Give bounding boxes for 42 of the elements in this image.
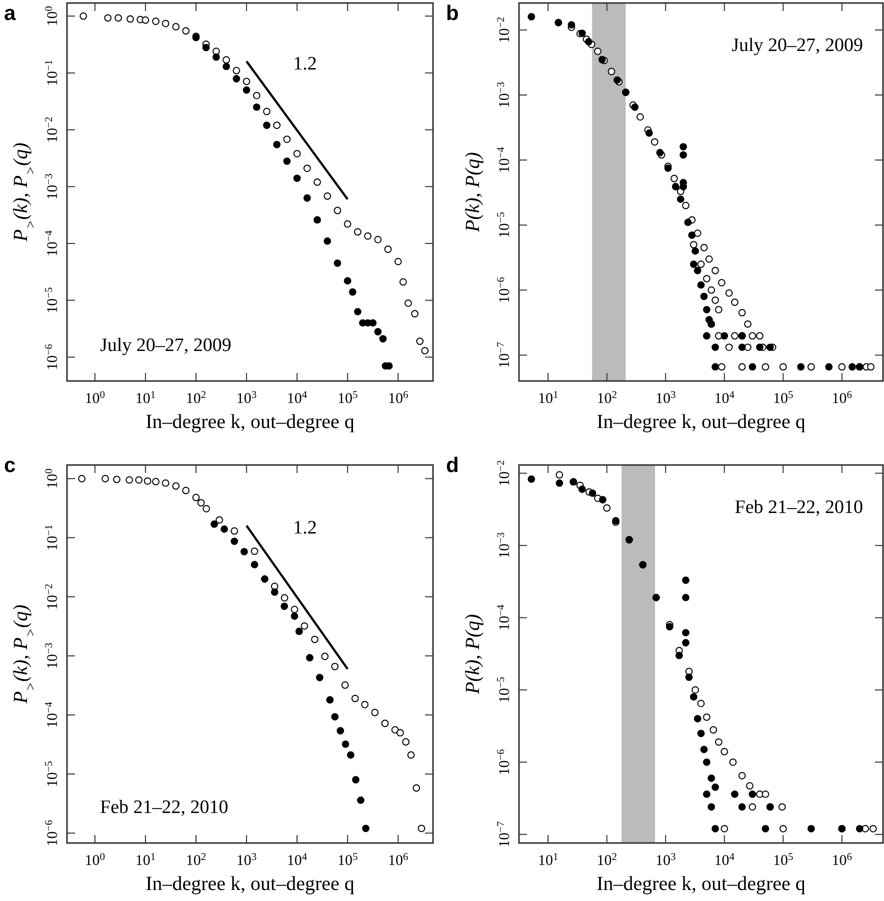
x-tick-label: 10$^{5}$	[773, 852, 794, 869]
y-axis-title: P(k), P(q)	[462, 152, 484, 233]
x-axis-title: In–degree k, out–degree q	[596, 873, 806, 895]
x-tick-label: 10$^{1}$	[538, 390, 558, 407]
x-tick-label: 10$^{0}$	[84, 852, 106, 869]
x-tick-label: 10$^{5}$	[773, 390, 794, 407]
x-tick-label: 10$^{1}$	[135, 390, 156, 407]
x-tick-label: 10$^{3}$	[236, 852, 257, 869]
x-tick-label: 10$^{0}$	[84, 390, 106, 407]
annotation: July 20–27, 2009	[732, 35, 863, 56]
chart-title: c	[4, 454, 16, 477]
x-tick-label: 10$^{2}$	[186, 390, 206, 407]
x-tick-label: 10$^{3}$	[236, 390, 257, 407]
x-tick-label: 10$^{4}$	[286, 852, 308, 869]
x-tick-label: 10$^{3}$	[655, 390, 676, 407]
x-tick-label: 10$^{6}$	[388, 390, 408, 407]
x-tick-label: 10$^{5}$	[337, 390, 358, 407]
x-tick-label: 10$^{1}$	[538, 852, 558, 869]
x-tick-label: 10$^{6}$	[388, 852, 408, 869]
annotation: Feb 21–22, 2010	[734, 497, 863, 518]
chart-title: b	[446, 2, 459, 25]
x-tick-label: 10$^{4}$	[714, 852, 736, 869]
x-tick-label: 10$^{2}$	[596, 390, 617, 407]
x-tick-label: 10$^{4}$	[286, 390, 308, 407]
x-tick-label: 10$^{5}$	[337, 852, 358, 869]
annotation: 1.2	[293, 53, 317, 74]
x-tick-label: 10$^{6}$	[832, 390, 852, 407]
x-axis-title: In–degree k, out–degree q	[146, 411, 354, 433]
chart-title: a	[4, 2, 16, 25]
x-tick-label: 10$^{2}$	[596, 852, 617, 869]
x-tick-label: 10$^{2}$	[186, 852, 206, 869]
x-tick-label: 10$^{3}$	[655, 852, 676, 869]
y-axis-title: P(k), P(q)	[462, 614, 484, 695]
x-tick-label: 10$^{1}$	[135, 852, 156, 869]
x-tick-label: 10$^{6}$	[832, 852, 852, 869]
annotation: 1.2	[293, 518, 317, 539]
x-axis-title: In–degree k, out–degree q	[596, 411, 806, 433]
chart-title: d	[446, 454, 459, 477]
annotation: Feb 21–22, 2010	[100, 797, 228, 818]
x-tick-label: 10$^{4}$	[714, 390, 736, 407]
annotation: July 20–27, 2009	[100, 335, 232, 356]
x-axis-title: In–degree k, out–degree q	[146, 873, 354, 895]
